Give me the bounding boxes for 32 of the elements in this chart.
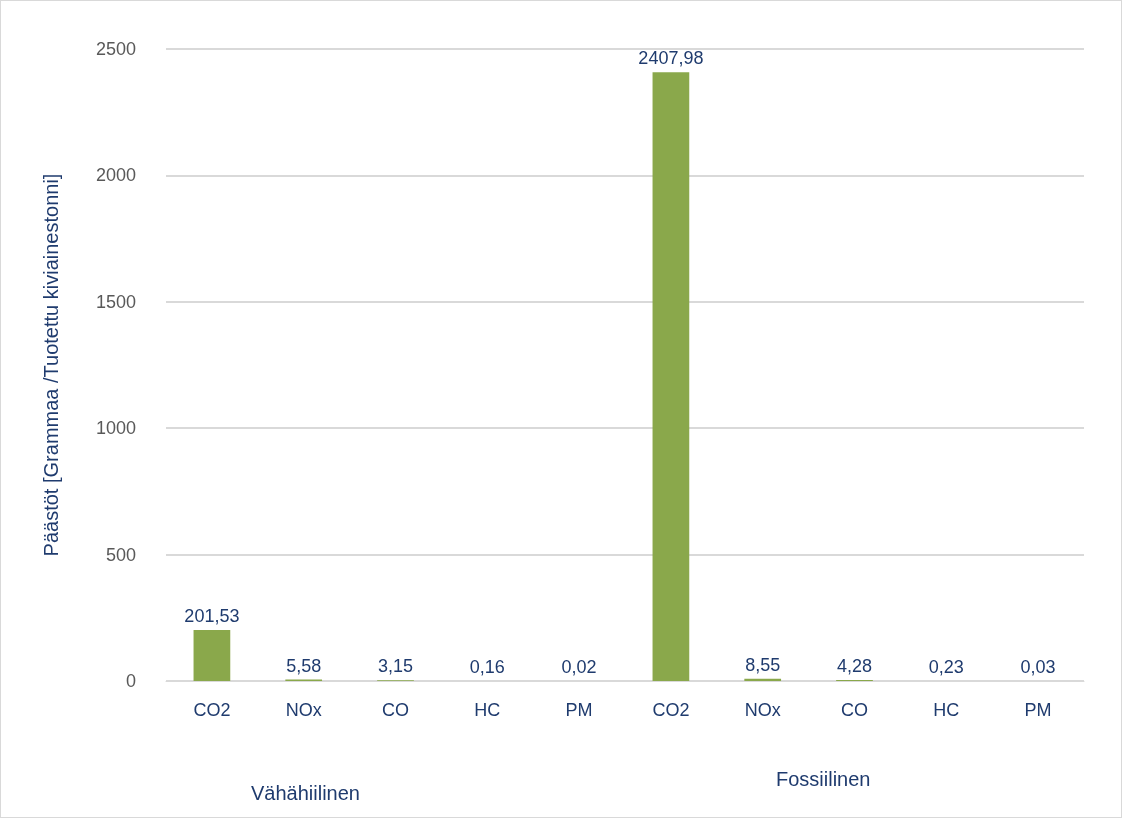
- bar: [744, 678, 782, 681]
- data-label: 201,53: [184, 606, 240, 627]
- y-tick-label: 1500: [95, 291, 136, 312]
- data-label: 3,15: [377, 656, 414, 677]
- y-tick-label: 1000: [95, 418, 136, 439]
- data-label: 5,58: [286, 655, 322, 676]
- x-tick-label: CO2: [193, 700, 231, 720]
- y-tick-label: 0: [125, 671, 136, 691]
- x-tick-label: HC: [933, 700, 960, 720]
- data-label: 4,28: [836, 655, 873, 676]
- x-tick-label: PM: [565, 700, 593, 720]
- x-tick-label: PM: [1024, 700, 1052, 720]
- data-label: 0,02: [561, 656, 597, 677]
- x-tick-label: CO: [382, 700, 409, 720]
- x-tick-label: CO: [841, 700, 868, 720]
- y-tick-label: 2500: [95, 39, 136, 59]
- data-label: 0,16: [469, 656, 505, 677]
- y-tick-label: 2000: [95, 165, 136, 186]
- text: Fossiilinen: [776, 768, 871, 790]
- data-label: 0,23: [928, 656, 964, 677]
- text: Vähähiilinen: [251, 782, 360, 804]
- y-tick-label: 500: [105, 544, 136, 565]
- data-label: 0,03: [1020, 656, 1056, 677]
- x-tick-label: HC: [474, 700, 501, 720]
- x-tick-label: NOx: [285, 700, 322, 720]
- data-label: 2407,98: [638, 48, 704, 69]
- x-tick-label: CO2: [652, 700, 690, 720]
- x-tick-label: NOx: [744, 700, 781, 720]
- bar: [652, 72, 690, 681]
- data-label: 8,55: [745, 654, 781, 675]
- bar: [193, 630, 231, 681]
- y-axis-title: Päästöt [Grammaa /Tuotettu kiviainestonni]: [40, 173, 62, 557]
